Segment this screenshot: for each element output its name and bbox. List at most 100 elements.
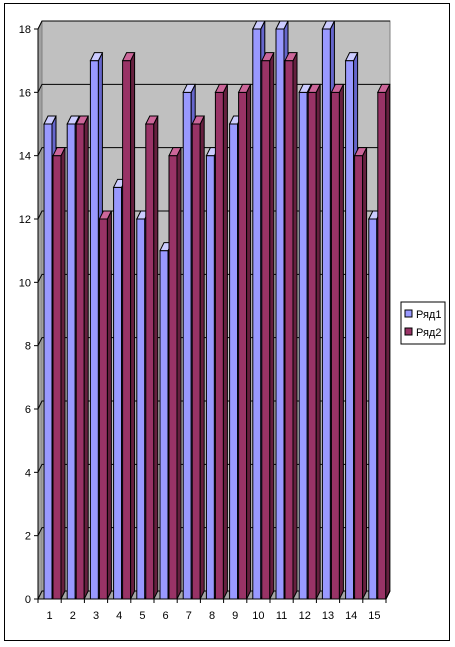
- y-tick-label: 16: [19, 87, 31, 99]
- y-tick-label: 2: [25, 531, 31, 543]
- bar-series2: [376, 83, 391, 600]
- bar-side: [60, 147, 66, 600]
- bar-side: [83, 115, 89, 600]
- bar-top: [75, 115, 90, 125]
- y-tick-label: 0: [25, 594, 31, 606]
- bar-series2: [260, 52, 275, 600]
- bar-front: [43, 123, 53, 600]
- bar-front: [182, 91, 192, 600]
- x-axis-depth-line: [385, 590, 391, 600]
- axes: [37, 29, 391, 600]
- bar-series2: [237, 83, 252, 600]
- y-tick-labels: 0 2 4 6 8 10 12 14 16 18: [19, 24, 31, 606]
- bar-series2: [214, 83, 229, 600]
- bar-top: [298, 83, 313, 93]
- bar-side: [269, 52, 275, 600]
- bar-top: [284, 52, 298, 62]
- bar-front: [307, 91, 317, 600]
- bar-top: [52, 147, 66, 157]
- bar-top: [376, 83, 391, 93]
- bar-front: [275, 28, 285, 600]
- bar-series2: [168, 147, 182, 600]
- x-tick-label: 1: [47, 610, 53, 622]
- bar-front: [136, 218, 146, 600]
- bar-top: [89, 52, 104, 62]
- bar-top: [330, 83, 345, 93]
- bar-side: [153, 115, 159, 600]
- bar-top: [144, 115, 159, 125]
- bar-front: [229, 123, 239, 600]
- bar-front: [354, 155, 364, 600]
- x-tick-label: 9: [232, 610, 238, 622]
- x-tick-label: 8: [209, 610, 215, 622]
- x-tick-label: 15: [368, 610, 380, 622]
- gridline: [37, 20, 390, 30]
- legend: Ряд1 Ряд2: [400, 301, 446, 345]
- bar-front: [145, 123, 155, 600]
- bar-series2: [144, 115, 159, 600]
- bar-series2: [284, 52, 298, 600]
- legend-swatch-series2: [404, 327, 413, 336]
- bar-front: [191, 123, 201, 600]
- bars: [43, 20, 391, 600]
- bar-top: [121, 52, 136, 62]
- x-tick-label: 13: [322, 610, 334, 622]
- bar-top: [43, 115, 57, 125]
- bar-front: [261, 60, 271, 600]
- bar-side: [199, 115, 205, 600]
- bar-front: [284, 60, 294, 600]
- bar-front: [168, 155, 178, 600]
- bar-top: [353, 147, 368, 157]
- bar-side: [362, 147, 368, 600]
- y-tick-label: 10: [19, 277, 31, 289]
- bar-front: [214, 91, 224, 600]
- y-tick-label: 18: [19, 24, 31, 36]
- y-tick-label: 12: [19, 214, 31, 226]
- bar-series2: [353, 147, 368, 600]
- bar-front: [298, 91, 308, 600]
- bar-series2: [98, 210, 113, 600]
- bar-front: [345, 60, 355, 600]
- legend-label-series2: Ряд2: [416, 327, 441, 339]
- bar-front: [205, 155, 215, 600]
- bar-front: [122, 60, 132, 600]
- bar-side: [338, 84, 344, 600]
- bar-front: [113, 186, 123, 600]
- x-tick-label: 7: [186, 610, 192, 622]
- bar-side: [315, 84, 321, 600]
- x-tick-label: 3: [93, 610, 99, 622]
- bar-side: [385, 84, 391, 600]
- x-tick-labels: 1 2 3 4 5 6 7 8 9 10 11 12 13 14 15: [37, 599, 387, 622]
- x-tick-label: 5: [139, 610, 145, 622]
- bar-series2: [307, 83, 322, 600]
- bar-series2: [75, 115, 90, 600]
- bar-top: [344, 52, 359, 62]
- x-tick-label: 14: [345, 610, 357, 622]
- bar-top: [191, 115, 206, 125]
- bar-side: [246, 84, 252, 600]
- bar-top: [307, 83, 322, 93]
- bar-series2: [191, 115, 206, 600]
- y-tick-label: 6: [25, 404, 31, 416]
- legend-swatch-series1: [404, 309, 413, 318]
- bar-front: [252, 28, 262, 600]
- x-tick-label: 2: [70, 610, 76, 622]
- bar-series2: [52, 147, 66, 600]
- bar-top: [182, 83, 197, 93]
- legend-box: [400, 301, 446, 345]
- y-tick-label: 14: [19, 151, 31, 163]
- bar-top: [168, 147, 182, 157]
- bar-top: [275, 20, 289, 30]
- bar-top: [321, 20, 336, 30]
- bar-front: [75, 123, 85, 600]
- bar-front: [89, 60, 99, 600]
- x-tick-label: 4: [116, 610, 122, 622]
- x-tick-label: 12: [299, 610, 311, 622]
- bar-side: [292, 52, 298, 600]
- bar-front: [98, 218, 108, 600]
- bar-front: [159, 250, 169, 600]
- bar-side: [176, 147, 182, 600]
- bar-side: [106, 210, 112, 600]
- legend-label-series1: Ряд1: [416, 309, 441, 321]
